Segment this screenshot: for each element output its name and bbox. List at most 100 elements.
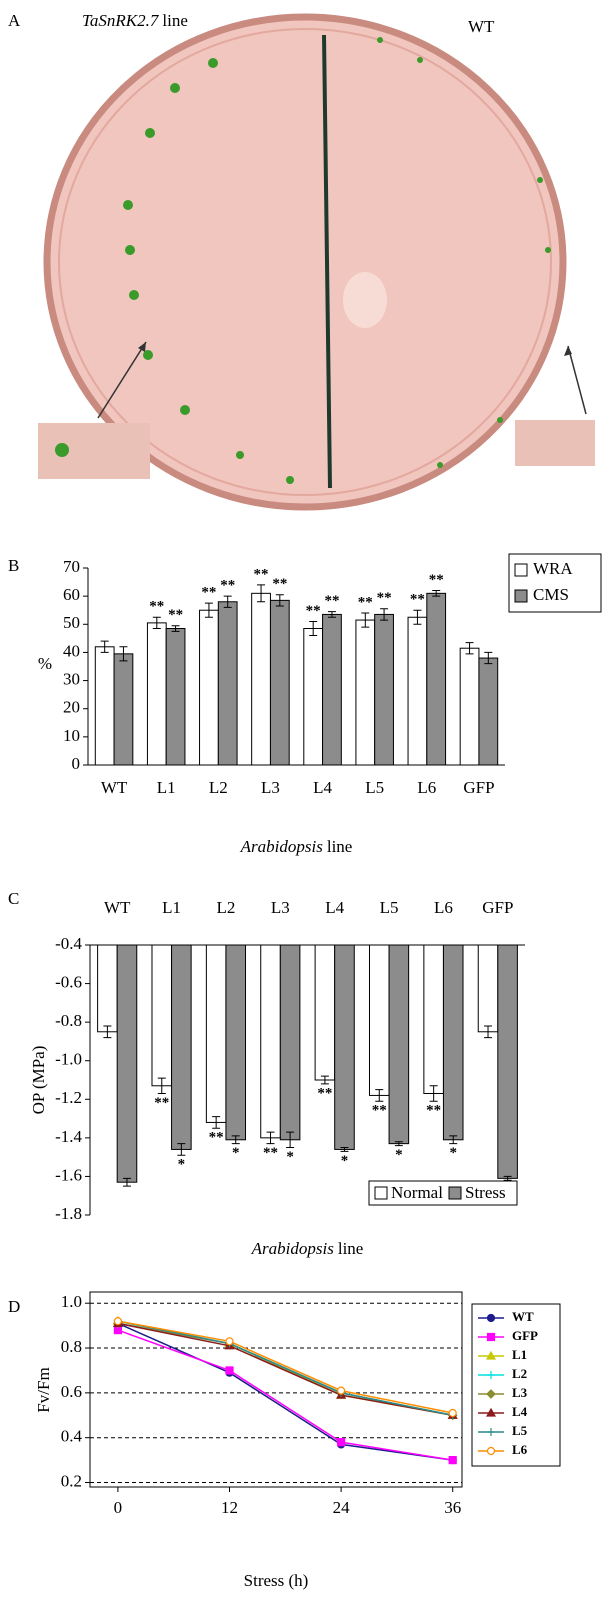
y-axis-label: OP (MPa) bbox=[29, 1046, 48, 1115]
significance: ** bbox=[426, 1103, 441, 1119]
y-tick-label: 10 bbox=[63, 726, 80, 745]
plot-frame bbox=[89, 1291, 463, 1488]
bar bbox=[217, 601, 238, 766]
legend-marker bbox=[487, 1371, 495, 1379]
error-bar bbox=[413, 609, 422, 625]
error-bar bbox=[122, 1177, 131, 1187]
x-tick-label: L5 bbox=[365, 778, 384, 797]
y-tick-label: -1.6 bbox=[55, 1165, 82, 1184]
x-tick-label: L4 bbox=[313, 778, 332, 797]
legend-label: WRA bbox=[533, 559, 573, 578]
x-tick-label: L5 bbox=[380, 898, 399, 917]
point bbox=[337, 1386, 346, 1395]
y-tick-label: -0.6 bbox=[55, 972, 82, 991]
legend-marker bbox=[486, 1389, 496, 1399]
bar bbox=[368, 944, 390, 1096]
error-bar bbox=[361, 612, 370, 628]
bar bbox=[459, 647, 480, 766]
y-tick-label: 1.0 bbox=[61, 1292, 82, 1311]
x-axis-label-part: line bbox=[338, 1239, 364, 1258]
significance: * bbox=[395, 1147, 403, 1163]
significance: ** bbox=[254, 566, 269, 582]
point bbox=[225, 1366, 234, 1375]
bar bbox=[355, 619, 376, 766]
bar bbox=[151, 944, 173, 1087]
y-tick-label: 0 bbox=[72, 754, 81, 773]
photo-panel: A TaSnRK2.7 line WT bbox=[8, 11, 595, 511]
error-bar bbox=[119, 646, 128, 662]
arrow-head bbox=[138, 342, 146, 352]
significance: * bbox=[341, 1153, 349, 1169]
legend-marker bbox=[487, 1428, 495, 1436]
significance: * bbox=[286, 1149, 294, 1165]
significance: ** bbox=[306, 603, 321, 619]
legend-label: L4 bbox=[512, 1404, 528, 1419]
bar bbox=[171, 944, 192, 1150]
error-bar bbox=[340, 1147, 349, 1152]
bar bbox=[388, 944, 410, 1145]
x-tick-label: 0 bbox=[114, 1498, 123, 1517]
x-axis-label-part: Arabidopsis bbox=[240, 837, 324, 856]
significance: * bbox=[178, 1157, 186, 1173]
error-bar bbox=[204, 602, 213, 618]
error-bar bbox=[432, 590, 441, 597]
bar bbox=[113, 653, 134, 766]
series-line bbox=[117, 1320, 453, 1414]
point bbox=[113, 1317, 123, 1326]
legend-label: L1 bbox=[512, 1347, 527, 1362]
bar bbox=[374, 613, 394, 766]
bar bbox=[94, 646, 115, 766]
x-tick-label: L3 bbox=[261, 778, 280, 797]
significance: ** bbox=[168, 607, 183, 623]
error-bar bbox=[484, 1025, 493, 1039]
legend-marker bbox=[486, 1332, 496, 1342]
error-bar bbox=[394, 1141, 403, 1147]
error-bar bbox=[103, 1025, 112, 1039]
x-tick-label: L1 bbox=[162, 898, 181, 917]
error-bar bbox=[152, 616, 161, 630]
legend-label: Stress bbox=[465, 1183, 506, 1202]
y-tick-label: 70 bbox=[63, 557, 80, 576]
significance: ** bbox=[263, 1145, 278, 1161]
significance: * bbox=[449, 1145, 457, 1161]
bar bbox=[165, 628, 186, 766]
bar bbox=[322, 613, 342, 766]
legend-label: Normal bbox=[391, 1183, 443, 1202]
petri-dish bbox=[43, 13, 567, 511]
y-tick-label: -1.2 bbox=[55, 1088, 82, 1107]
legend-label: GFP bbox=[512, 1328, 538, 1343]
legend-label: L3 bbox=[512, 1385, 528, 1400]
significance: ** bbox=[372, 1103, 387, 1119]
series-line bbox=[117, 1320, 453, 1417]
glare bbox=[343, 272, 387, 328]
x-tick-label: 24 bbox=[333, 1498, 351, 1517]
inset-left bbox=[38, 423, 150, 479]
panel-label: A bbox=[8, 11, 21, 30]
y-tick-label: 0.2 bbox=[61, 1471, 82, 1490]
y-tick-label: 0.6 bbox=[61, 1382, 82, 1401]
error-bar bbox=[309, 620, 318, 637]
significance: ** bbox=[377, 590, 392, 606]
x-tick-label: GFP bbox=[482, 898, 513, 917]
series-line bbox=[117, 1322, 453, 1461]
error-bar bbox=[171, 625, 180, 632]
bar bbox=[146, 622, 167, 766]
x-tick-label: 12 bbox=[221, 1498, 238, 1517]
y-tick-label: 30 bbox=[63, 669, 80, 688]
inset-right bbox=[515, 420, 595, 466]
y-tick-label: 40 bbox=[63, 641, 80, 660]
error-bar bbox=[503, 1175, 512, 1181]
line-word: line bbox=[162, 11, 188, 30]
x-tick-label: L2 bbox=[216, 898, 235, 917]
error-bar bbox=[380, 608, 389, 621]
x-tick-label: WT bbox=[104, 898, 131, 917]
bar bbox=[407, 616, 428, 766]
x-axis-label: Arabidopsis line bbox=[251, 1239, 364, 1258]
x-tick-label: WT bbox=[101, 778, 128, 797]
x-tick-label: L3 bbox=[271, 898, 290, 917]
x-tick-label: GFP bbox=[463, 778, 494, 797]
legend-label: L5 bbox=[512, 1423, 528, 1438]
legend-marker bbox=[485, 1407, 497, 1417]
error-bar bbox=[429, 1085, 438, 1102]
